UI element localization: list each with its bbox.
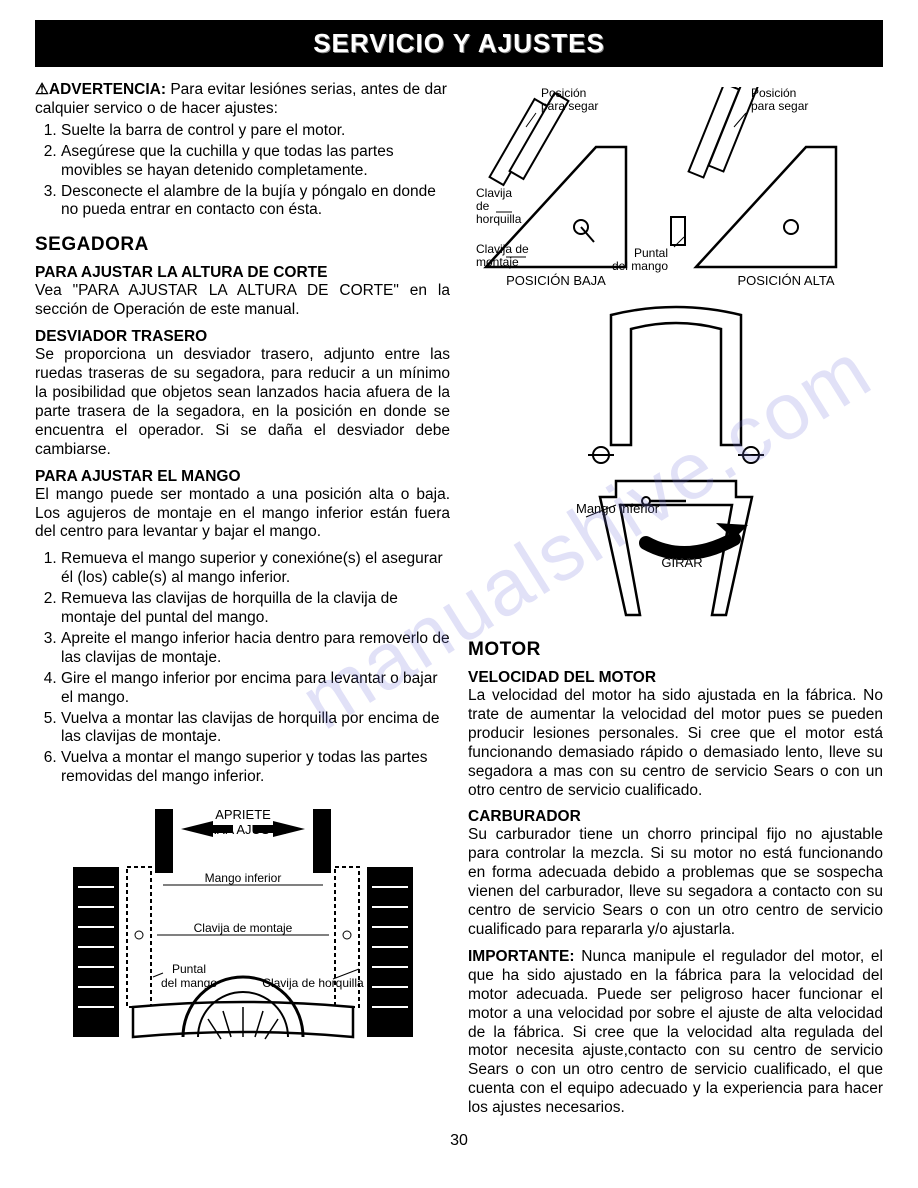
mango-heading: PARA AJUSTAR EL MANGO — [35, 468, 450, 486]
figure-positions: Posición para segar Clavija de horquilla… — [468, 87, 883, 297]
svg-text:Puntal: Puntal — [633, 246, 667, 260]
svg-text:montaje: montaje — [476, 255, 519, 269]
right-column: Posición para segar Clavija de horquilla… — [468, 81, 883, 1126]
fig-clavija-mont: Clavija de montaje — [193, 921, 292, 935]
fig-puntal: Puntal — [171, 962, 205, 976]
mango-step-1: Remueva el mango superior y conexióne(s)… — [61, 550, 450, 588]
svg-text:para segar: para segar — [751, 99, 808, 113]
carburador-text: Su carburador tiene un chorro principal … — [468, 826, 883, 939]
motor-heading: MOTOR — [468, 639, 883, 661]
svg-text:Clavija: Clavija — [476, 186, 512, 200]
mango-step-5: Vuelva a montar las clavijas de horquill… — [61, 710, 450, 748]
mango-step-3: Apreite el mango inferior hacia dentro p… — [61, 630, 450, 668]
desviador-heading: DESVIADOR TRASERO — [35, 328, 450, 346]
warn-step-2: Asegúrese que la cuchilla y que todas la… — [61, 143, 450, 181]
carburador-heading: CARBURADOR — [468, 808, 883, 826]
warning-steps: Suelte la barra de control y pare el mot… — [35, 122, 450, 221]
left-column: ⚠ADVERTENCIA: Para evitar lesiónes seria… — [35, 81, 450, 1126]
warning-prefix: ⚠ADVERTENCIA: — [35, 81, 166, 98]
section-header: SERVICIO Y AJUSTES — [35, 20, 883, 67]
svg-text:Clavija de: Clavija de — [476, 242, 529, 256]
fig-mango-inf: Mango inferior — [204, 871, 281, 885]
altura-heading: PARA AJUSTAR LA ALTURA DE CORTE — [35, 264, 450, 282]
fig-pos-alta: POSICIÓN ALTA — [737, 273, 834, 288]
importante-prefix: IMPORTANTE: — [468, 948, 574, 965]
importante-text: Nunca manipule el regulador del motor, e… — [468, 948, 883, 1116]
warn-step-3: Desconecte el alambre de la bujía y póng… — [61, 183, 450, 221]
importante-para: IMPORTANTE: Nunca manipule el regulador … — [468, 948, 883, 1118]
page-number: 30 — [35, 1132, 883, 1150]
fig-apriete-line1: APRIETE — [215, 807, 271, 822]
svg-text:del mango: del mango — [611, 259, 667, 273]
segadora-heading: SEGADORA — [35, 234, 450, 256]
svg-text:para segar: para segar — [541, 99, 598, 113]
mango-steps: Remueva el mango superior y conexióne(s)… — [35, 550, 450, 787]
svg-text:de: de — [476, 199, 490, 213]
velocidad-heading: VELOCIDAD DEL MOTOR — [468, 669, 883, 687]
altura-text: Vea "PARA AJUSTAR LA ALTURA DE CORTE" en… — [35, 282, 450, 320]
fig-apriete-line2: PARA AJUSTE — [199, 822, 286, 837]
fig-mango-inf-lbl: Mango inferior — [576, 501, 660, 516]
mango-step-4: Gire el mango inferior por encima para l… — [61, 670, 450, 708]
mango-intro: El mango puede ser montado a una posició… — [35, 486, 450, 543]
mango-step-6: Vuelva a montar el mango superior y toda… — [61, 749, 450, 787]
fig-pos-baja: POSICIÓN BAJA — [506, 273, 606, 288]
mango-step-2: Remueva las clavijas de horquilla de la … — [61, 590, 450, 628]
svg-text:horquilla: horquilla — [476, 212, 522, 226]
warning-para: ⚠ADVERTENCIA: Para evitar lesiónes seria… — [35, 81, 450, 119]
figure-bottom-adjust: APRIETE PARA AJUSTE Mango inferior Clavi… — [35, 797, 450, 1087]
warn-step-1: Suelte la barra de control y pare el mot… — [61, 122, 450, 141]
figure-handle-rotate: Mango inferior GIRAR GIRAR — [468, 305, 883, 625]
velocidad-text: La velocidad del motor ha sido ajustada … — [468, 687, 883, 800]
desviador-text: Se proporciona un desviador trasero, adj… — [35, 346, 450, 459]
svg-text:GIRAR: GIRAR — [661, 555, 702, 570]
